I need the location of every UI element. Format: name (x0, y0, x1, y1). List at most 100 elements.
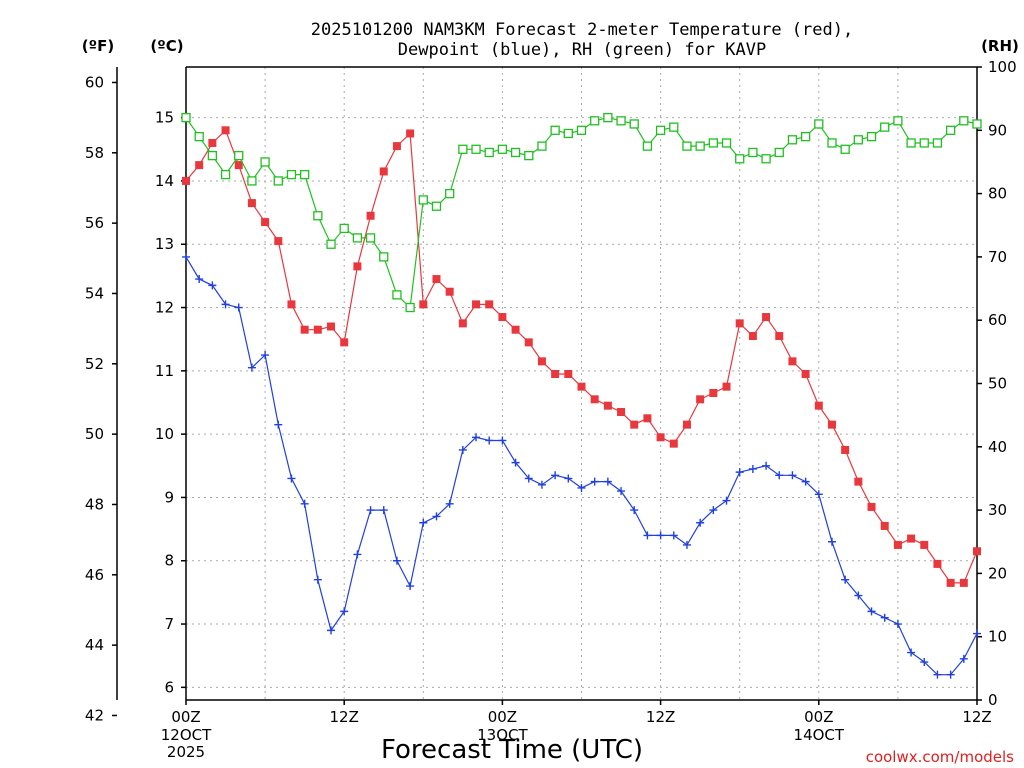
dewpoint-point (498, 436, 507, 445)
2-meter-temperature-point (577, 382, 586, 391)
dewpoint-point (208, 281, 217, 290)
rh-tick-label: 40 (988, 438, 1007, 456)
dewpoint-point (419, 518, 428, 527)
rh-point (247, 176, 257, 186)
2-meter-temperature-point (485, 300, 494, 309)
fahrenheit-tick-label: 58 (85, 144, 104, 162)
dewpoint-point (511, 458, 520, 467)
2-meter-temperature-point (182, 176, 190, 185)
2-meter-temperature-point (801, 370, 810, 379)
2-meter-temperature-point (959, 578, 968, 587)
2-meter-temperature-point (735, 319, 744, 328)
rh-point (299, 169, 310, 180)
rh-point (906, 138, 916, 148)
dewpoint-point (893, 620, 902, 629)
rh-point (774, 147, 784, 158)
rh-point (866, 131, 877, 142)
2-meter-temperature-point (432, 275, 441, 284)
2-meter-temperature-point (551, 370, 560, 379)
dewpoint-point (300, 499, 309, 508)
2-meter-temperature-point (880, 521, 889, 530)
2-meter-temperature-point (353, 262, 362, 271)
rh-point (365, 233, 376, 243)
x-tick-label: 00Z (171, 708, 200, 726)
rh-point (497, 144, 508, 154)
x-tick-label: 12Z (646, 708, 675, 726)
axes: 42 44 46 48 50 52 54 56 58 60 6 7 8 9 10 11 12 13 14 15 0 10 2… (85, 58, 1017, 761)
celsius-tick-label: 10 (155, 425, 174, 443)
2-meter-temperature-point (221, 126, 230, 135)
2-meter-temperature-point (827, 420, 836, 429)
2-meter-temperature-point (946, 578, 955, 587)
dewpoint-point (287, 474, 296, 483)
celsius-tick-label: 7 (164, 615, 174, 633)
rh-point (220, 169, 231, 180)
dewpoint-point (261, 351, 270, 360)
2-meter-temperature-point (379, 167, 388, 176)
2-meter-temperature-point (274, 237, 283, 246)
x-tick-date-label: 12OCT (161, 726, 212, 744)
2-meter-temperature-point (788, 357, 797, 366)
2-meter-temperature-point (841, 445, 850, 454)
x-axis-title: Forecast Time (UTC) (381, 735, 643, 765)
dewpoint-point (841, 575, 850, 584)
celsius-tick-label: 6 (164, 678, 174, 696)
rh-point (431, 201, 442, 211)
rh-point (695, 141, 705, 151)
rh-point (286, 169, 297, 180)
rh-point (234, 150, 244, 161)
2-meter-temperature-point (682, 420, 691, 429)
rh-tick-label: 90 (988, 121, 1007, 139)
rh-point (642, 141, 653, 151)
2-meter-temperature-point (590, 395, 599, 404)
rh-point (326, 239, 336, 249)
rh-tick-label: 20 (988, 564, 1007, 582)
rh-point (339, 223, 349, 234)
2-meter-temperature-point (907, 534, 916, 543)
2-meter-temperature-point (696, 395, 705, 404)
celsius-tick-label: 15 (155, 109, 174, 127)
fahrenheit-tick-label: 60 (85, 73, 104, 91)
dewpoint-point (524, 474, 533, 483)
dewpoint-point (669, 531, 678, 540)
rh-point (392, 290, 402, 300)
rh-point (418, 195, 428, 205)
dewpoint-point (801, 477, 810, 486)
rh-tick-label: 80 (988, 185, 1007, 203)
rh-point (787, 135, 798, 145)
dewpoint-point (590, 477, 599, 486)
2-meter-temperature-point (669, 439, 678, 448)
2-meter-temperature-point (313, 325, 322, 334)
2-meter-temperature-point (709, 388, 718, 397)
rh-point (880, 122, 890, 132)
dewpoint-point (775, 471, 784, 480)
2-meter-temperature-point (498, 313, 507, 322)
dewpoint-point (537, 480, 546, 489)
rh-point (814, 119, 824, 129)
dewpoint-point (353, 550, 362, 559)
dewpoint-point (564, 474, 573, 483)
dewpoint-point (933, 670, 942, 679)
rh-point (260, 157, 270, 167)
rh-point (840, 144, 850, 154)
rh-point (932, 138, 943, 148)
dewpoint-point (735, 468, 744, 477)
2-meter-temperature-point (458, 319, 467, 328)
rh-tick-label: 0 (988, 691, 998, 709)
2-meter-temperature-point (933, 559, 942, 568)
dewpoint-point (973, 629, 981, 638)
dewpoint-point (946, 670, 955, 679)
2-meter-temperature-point (208, 138, 217, 147)
2-meter-temperature-point (392, 142, 401, 151)
celsius-tick-label: 12 (155, 299, 174, 317)
2-meter-temperature-point (327, 322, 336, 331)
celsius-tick-label: 9 (164, 488, 174, 506)
dewpoint-point (221, 300, 230, 309)
2-meter-temperature-point (656, 433, 665, 442)
2-meter-temperature-point (814, 401, 823, 410)
rh-point (313, 211, 323, 221)
2-meter-temperature-point (643, 414, 652, 423)
rh-point (853, 135, 863, 145)
dewpoint-point (867, 607, 876, 616)
dewpoint-point (617, 487, 626, 496)
